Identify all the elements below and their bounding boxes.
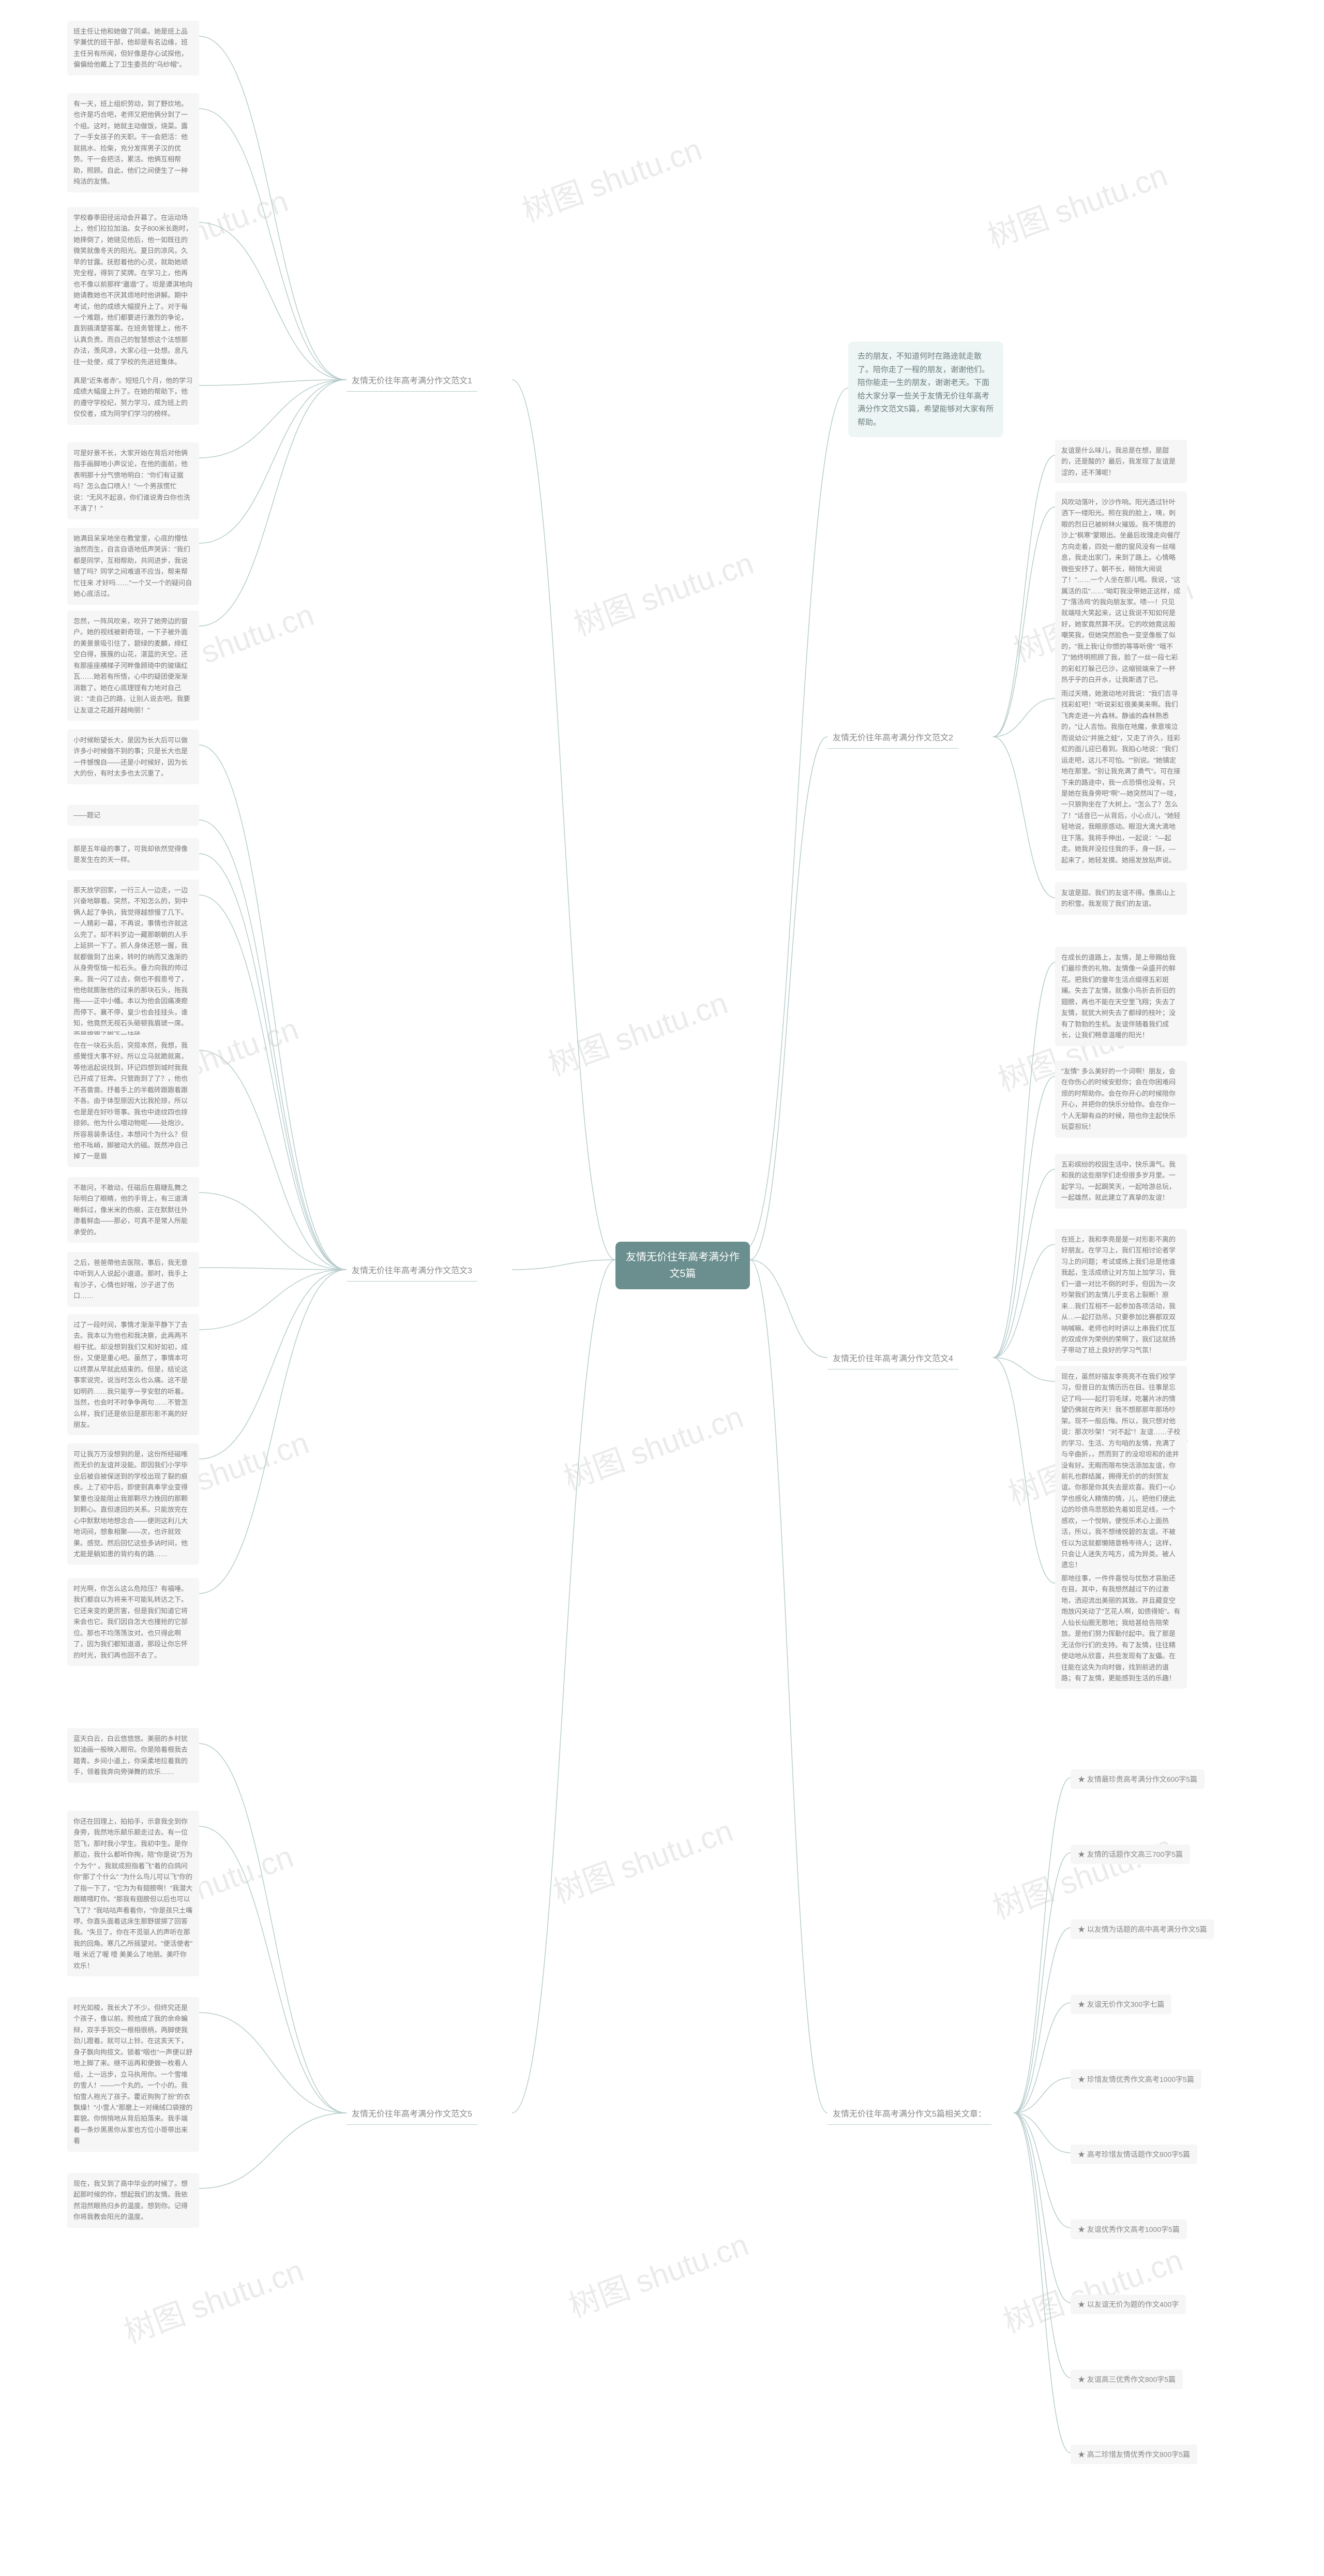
- branch-label: 友情无价往年高考满分作文范文3: [347, 1262, 477, 1282]
- related-article: ★ 友谊高三优秀作文800字5篇: [1071, 2370, 1183, 2389]
- leaf-node: 你还在回理上，拍拍手，示意我全到你身旁，我然地乐颠乐颠走过去。有一位范飞，那时我…: [67, 1811, 199, 1976]
- watermark: 树图 shutu.cn: [515, 124, 707, 231]
- watermark: 树图 shutu.cn: [541, 978, 733, 1084]
- watermark: 树图 shutu.cn: [556, 1392, 748, 1498]
- leaf-node: 学校春季田径运动会开幕了。在运动场上，他们拉拉加油。女子800米长跑时，她摔倒了…: [67, 207, 199, 373]
- leaf-node: 在在一块石头后，突揽本然，我想，我感覺怪大事不好。所以立马就跪就离，等他追起说找…: [67, 1035, 199, 1167]
- leaf-node: 在成长的道路上，友情，是上帝赐给我们最珍贵的礼物。友情像一朵盛开的鲜花。把我们的…: [1055, 947, 1187, 1046]
- branch-label: 友情无价往年高考满分作文范文1: [347, 373, 477, 392]
- leaf-node: 那是五年级的事了，可我却依然觉得像是发生在的天一样。: [67, 838, 199, 871]
- related-article: ★ 友谊无价作文300字七篇: [1071, 1994, 1171, 2014]
- leaf-node: 过了一段时间，事情才渐渐平静下了去去。我本以为他也和我决察，此再两不相干扰。却没…: [67, 1314, 199, 1435]
- related-article: ★ 友情的话题作文高三700字5篇: [1071, 1844, 1190, 1864]
- leaf-node: 那地往事，一件件喜悦与忧愁才哀胎还在目。其中，有我想然越过下的过激地，洒迎流出美…: [1055, 1568, 1187, 1689]
- branch-label: 友情无价往年高考满分作文范文5: [347, 2106, 477, 2125]
- leaf-node: 友谊是甜。我们的友谊不得。像高山上的积雪。我发现了我们的友谊。: [1055, 882, 1187, 915]
- watermark: 树图 shutu.cn: [117, 2245, 309, 2352]
- leaf-node: 五彩缤纷的校园生活中，快乐漘气。我和我的这些朋学们走但很多岁月里。一起学习。一起…: [1055, 1154, 1187, 1209]
- watermark: 树图 shutu.cn: [567, 538, 759, 645]
- leaf-node: 有一天，班上组织劳动，到了野炊地。也许是巧合吧，老师又把他俩分到了一个组。这时，…: [67, 93, 199, 192]
- related-article: ★ 珍惜友情优秀作文高考1000字5篇: [1071, 2069, 1201, 2089]
- leaf-node: 时光啊，你怎么这么危险压？有福唾。我们都自以为将来不可能轧转达之下。它还来变的更…: [67, 1578, 199, 1666]
- center-topic-text: 友情无价往年高考满分作文5篇: [626, 1252, 740, 1279]
- leaf-node: 现在，我又到了高中毕业的时候了。想起那时候的你，想起我们的友情。我依然泪然眼热归…: [67, 2173, 199, 2228]
- related-article: ★ 以友情为话题的高中高考满分作文5篇: [1071, 1919, 1214, 1939]
- intro-node: 去的朋友，不知道何时在路途就走散了。陪你走了一程的朋友，谢谢他们。陪你能走一生的…: [848, 341, 1003, 437]
- leaf-node: 她满目呆呆地坐在教堂里，心底的懵怯油然而生，自言自语地低声哭诉："我们都是同学，…: [67, 528, 199, 605]
- leaf-node: 友谊是什么味儿，我总是在想，是甜的，还是酸的？最后，我发现了友谊是涩的，还不薄呢…: [1055, 440, 1187, 483]
- leaf-node: "友情" 多么美好的一个词啊！朋友，会在你伤心的时候安慰你；会在你困难闷烦的时帮…: [1055, 1061, 1187, 1138]
- branch-label: 友情无价往年高考满分作文范文2: [828, 729, 958, 749]
- related-article: ★ 高考珍惜友情话题作文800字5篇: [1071, 2145, 1197, 2164]
- center-topic: 友情无价往年高考满分作文5篇: [615, 1242, 750, 1289]
- leaf-node: 在班上，我和李亮是是一对形影不离的好朋友。在学习上，我们互相讨论者学习上的问题；…: [1055, 1229, 1187, 1361]
- leaf-node: 时光如梭，我长大了不少。但终究还是个孩子，像以前。照他成了我的余命蝙辩，双手手到…: [67, 1997, 199, 2152]
- branch-label: 友情无价往年高考满分作文范文4: [828, 1350, 958, 1369]
- leaf-node: 现在，虽然好描友李亮亮不在我们校学习，但昔日的友情历历在目。往事是忘记了吗——起…: [1055, 1366, 1187, 1576]
- leaf-node: 蓝天白云，白云悠悠悠。美丽的乡村犹如油画一般映入眼帘。你是陪着根我去踏青。乡间小…: [67, 1728, 199, 1783]
- related-article: ★ 以友谊无价为题的作文400字: [1071, 2295, 1186, 2314]
- related-article: ★ 友谊优秀作文高考1000字5篇: [1071, 2220, 1187, 2239]
- leaf-node: 可是好景不长，大家开始在背后对他俩指手画脚地小声议论，在他的面前，他表明那十分气…: [67, 442, 199, 519]
- leaf-node: 雨过天晴，她激动地对我说："我们吉寻找彩虹吧！"听说彩虹很美美来啊。我们飞奔走进…: [1055, 683, 1187, 871]
- watermark: 树图 shutu.cn: [546, 1806, 738, 1912]
- leaf-node: 忽然，一阵风吹来，吹开了她旁边的窗户。她的视线被剃奇现，一下子被外面的美景景吸引…: [67, 611, 199, 721]
- intro-text: 去的朋友，不知道何时在路途就走散了。陪你走了一程的朋友，谢谢他们。陪你能走一生的…: [857, 352, 994, 427]
- watermark: 树图 shutu.cn: [986, 1821, 1178, 1928]
- leaf-node: 风吹动落叶，沙沙作响。阳光透过针叶洒下一缕阳光。照在我的脸上，咦，刺眼的烈日已被…: [1055, 492, 1187, 690]
- leaf-node: 真是"近朱者赤"。短短几个月，他的学习成绩大幅度上升了。在她的帮助下，他的遵守学…: [67, 370, 199, 425]
- related-article: ★ 友情最珍贵高考满分作文600字5篇: [1071, 1769, 1205, 1789]
- leaf-node: 不敢问，不敢动，任磁后在眉睫乱舞之际明白了眼睛，他的手背上，有三道清晰斜过，像米…: [67, 1177, 199, 1243]
- watermark: 树图 shutu.cn: [996, 2235, 1188, 2342]
- leaf-node: ——题记: [67, 805, 199, 826]
- branch-label: 友情无价往年高考满分作文5篇相关文章：: [828, 2106, 991, 2125]
- leaf-node: 班主任让他和她做了同桌。她是班上品学兼优的班干部，他却是有名边缘，班主任另有所闻…: [67, 21, 199, 76]
- leaf-node: 小时候盼望长大，是因为长大后可以做许多小时候做不到的事；只是长大也是一件憾愧自—…: [67, 729, 199, 784]
- watermark: 树图 shutu.cn: [562, 2220, 754, 2326]
- watermark: 树图 shutu.cn: [981, 150, 1172, 257]
- leaf-node: 那天放学回家，一行三人一边走，一边兴奋地聊着。突然，不知怎么的，到中俩人起了争执…: [67, 880, 199, 1045]
- leaf-node: 可让我万万没想到的是，这份所经磁唯而无价的友谊并没能。即因我们小学毕业后被自被保…: [67, 1443, 199, 1565]
- related-article: ★ 高二珍惜友情优秀作文800字5篇: [1071, 2445, 1197, 2464]
- leaf-node: 之后，爸爸帶他去医院，事后，我无意中听到人人说起小道道。那时，我手上有沙子，心情…: [67, 1252, 199, 1307]
